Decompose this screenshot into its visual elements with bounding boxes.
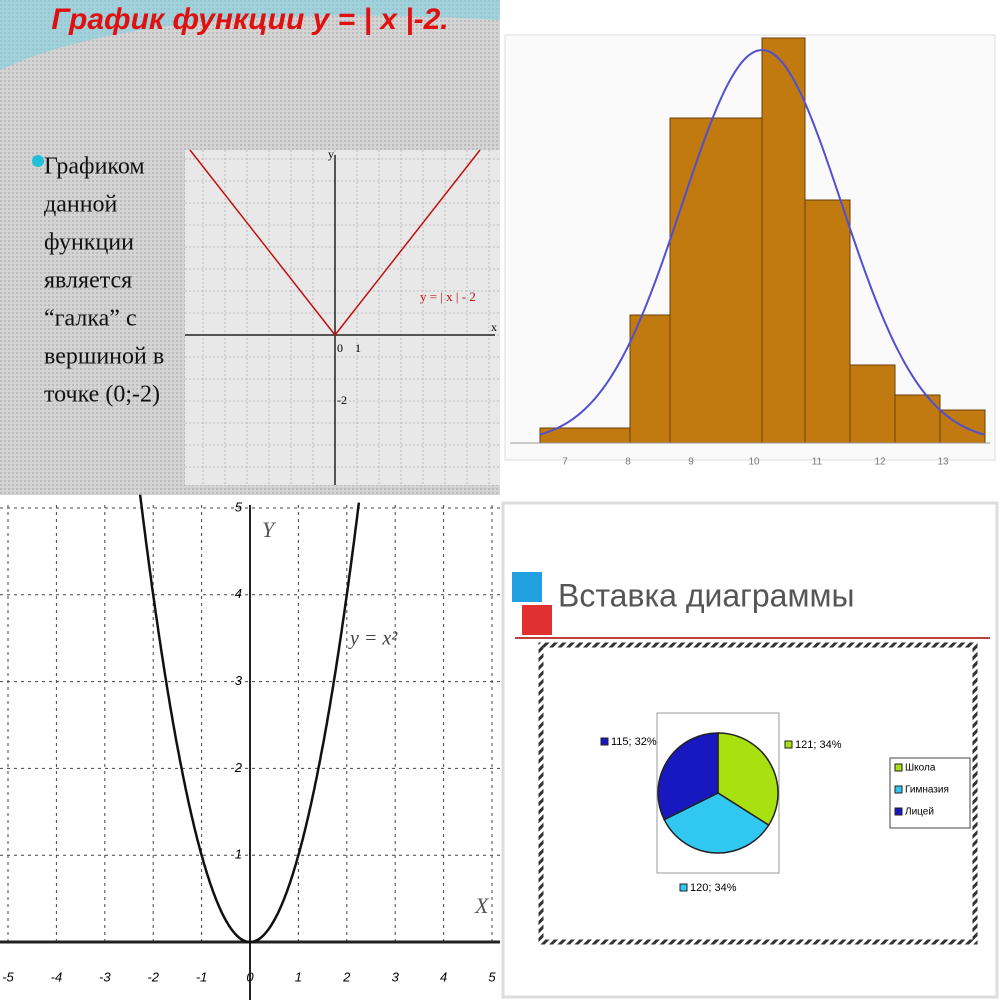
wave — [0, 0, 500, 70]
bar — [849, 364, 896, 444]
label-swatch — [679, 883, 688, 892]
legend-label: Школа — [905, 763, 936, 774]
legend — [889, 757, 971, 829]
x-tick-label: 13 — [937, 457, 949, 468]
x-tick-label: 12 — [874, 457, 886, 468]
data-label: 121; 34% — [795, 739, 842, 751]
bar — [629, 314, 671, 444]
x-tick-label: 7 — [562, 457, 568, 468]
pie-slice — [663, 792, 770, 854]
plot-box — [656, 712, 780, 874]
bullet — [32, 155, 44, 167]
y-tick-label: 4 — [235, 586, 242, 601]
x-label: X — [474, 893, 490, 918]
formula: y = | x | - 2 — [420, 289, 476, 304]
pie-chart: 121; 34% Школа 120; 34% Гимназия 115; 32% Лиц… — [600, 732, 949, 894]
minus-two-label: -2 — [337, 393, 347, 407]
x-tick-label: -4 — [51, 969, 63, 984]
panel1-title: График функции y = | x |-2. — [51, 3, 449, 36]
bar — [804, 199, 851, 444]
x-tick-label: 3 — [392, 969, 400, 984]
body-line: точке (0;-2) — [44, 382, 160, 408]
histogram — [539, 37, 986, 444]
x-tick-label: -2 — [147, 969, 159, 984]
formula: y = x² — [348, 628, 398, 650]
x-tick-label: 4 — [440, 969, 447, 984]
label-swatch — [600, 737, 609, 746]
y-tick-label: 2 — [234, 760, 243, 775]
legend-swatch — [894, 785, 903, 794]
legend-swatch — [894, 763, 903, 772]
chart-frame — [538, 642, 978, 945]
body-line: вершиной в — [44, 344, 164, 370]
x-tick-label: -1 — [196, 969, 208, 984]
body-line: является — [44, 268, 132, 294]
x-tick-label: 10 — [748, 457, 760, 468]
x-tick-label: -3 — [99, 969, 111, 984]
data-label: 120; 34% — [690, 882, 737, 894]
parabola-graph: -5-4-3-2-101234512345YXy = x² — [0, 494, 500, 1000]
one-label: 1 — [355, 341, 361, 355]
x-labels: 7 8 9 10 11 12 13 — [562, 457, 949, 468]
normal-curve — [539, 48, 985, 436]
origin-label: 0 — [337, 341, 343, 355]
body-line: “галка” с — [44, 306, 137, 332]
graph-bg — [185, 150, 500, 485]
x-tick-label: 8 — [625, 457, 631, 468]
y-tick-label: 5 — [235, 499, 243, 514]
bar — [761, 37, 806, 444]
legend-swatch — [894, 807, 903, 816]
x-tick-label: 2 — [342, 969, 351, 984]
x-tick-label: 11 — [812, 457, 823, 468]
x-tick-label: -5 — [2, 969, 14, 984]
y-tick-label: 3 — [235, 673, 243, 688]
y-label: Y — [262, 517, 277, 542]
grid — [185, 150, 500, 485]
logo — [522, 605, 552, 635]
legend-label: Лицей — [905, 807, 934, 818]
parabola — [138, 494, 361, 944]
slide-title: Вставка диаграммы — [558, 577, 854, 613]
body-line: Графиком — [44, 154, 145, 180]
body-line: функции — [44, 230, 134, 256]
data-label: 115; 32% — [611, 736, 657, 748]
x-tick-label: 5 — [488, 969, 496, 984]
y-label: y — [328, 147, 334, 161]
bar — [669, 117, 763, 444]
x-tick-label: 9 — [688, 457, 694, 468]
label-swatch — [784, 740, 793, 749]
body-line: данной — [44, 192, 118, 218]
x-tick-label: 1 — [295, 969, 302, 984]
pie-slice — [657, 732, 719, 821]
x-label: x — [491, 320, 497, 334]
y-tick-label: 1 — [235, 847, 242, 862]
legend-label: Гимназия — [905, 785, 949, 796]
logo — [512, 572, 542, 602]
abs-curve — [189, 149, 481, 337]
